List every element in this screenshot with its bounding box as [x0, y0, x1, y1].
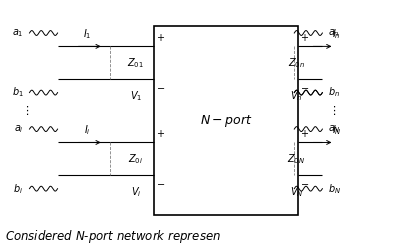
- Text: $a_n$: $a_n$: [328, 27, 340, 39]
- Text: $b_1$: $b_1$: [12, 86, 23, 99]
- Text: $Z_{01}$: $Z_{01}$: [127, 56, 144, 70]
- Text: $+$: $+$: [300, 128, 309, 139]
- Text: $\vdots$: $\vdots$: [328, 104, 337, 117]
- Text: $-$: $-$: [300, 178, 309, 188]
- Text: $-$: $-$: [156, 82, 165, 92]
- Text: $b_N$: $b_N$: [328, 182, 341, 196]
- Text: $+$: $+$: [156, 128, 165, 139]
- Text: $b_i$: $b_i$: [13, 182, 23, 196]
- Text: $Z_{0N}$: $Z_{0N}$: [287, 152, 305, 166]
- Bar: [154, 26, 298, 215]
- Text: $Z_{0n}$: $Z_{0n}$: [288, 56, 305, 70]
- Text: $+$: $+$: [300, 32, 309, 43]
- Text: $a_N$: $a_N$: [328, 123, 341, 135]
- Text: Considered $N$-port network represen: Considered $N$-port network represen: [5, 228, 221, 245]
- Text: $-$: $-$: [300, 82, 309, 92]
- Text: $N-port$: $N-port$: [200, 113, 252, 129]
- Text: $a_1$: $a_1$: [12, 27, 23, 39]
- Text: $Z_{0i}$: $Z_{0i}$: [128, 152, 143, 166]
- Text: $I_N$: $I_N$: [332, 123, 342, 137]
- Text: $I_1$: $I_1$: [83, 27, 92, 41]
- Text: $V_i$: $V_i$: [130, 185, 141, 199]
- Text: $V_N$: $V_N$: [290, 185, 303, 199]
- Text: $-$: $-$: [156, 178, 165, 188]
- Text: $V_1$: $V_1$: [130, 89, 142, 103]
- Text: $b_n$: $b_n$: [328, 86, 341, 99]
- Text: $\vdots$: $\vdots$: [21, 104, 29, 117]
- Text: $V_n$: $V_n$: [290, 89, 303, 103]
- Text: $+$: $+$: [156, 32, 165, 43]
- Text: $a_i$: $a_i$: [14, 123, 23, 135]
- Text: $I_i$: $I_i$: [84, 123, 91, 137]
- Text: $I_n$: $I_n$: [332, 27, 341, 41]
